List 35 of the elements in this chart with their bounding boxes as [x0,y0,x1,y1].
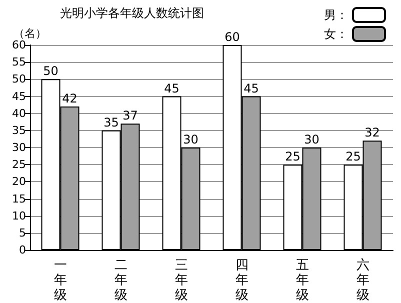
y-tick-label: 45 [12,90,26,103]
y-tick-label: 55 [12,56,26,69]
y-tick-label: 50 [12,72,26,86]
data-label: 25 [285,150,300,164]
x-tick-label: 一年级 [54,258,67,303]
y-tick-label: 30 [12,141,26,154]
data-label: 45 [244,81,259,96]
y-tick-label: 60 [12,38,26,52]
data-label: 42 [62,92,78,106]
y-axis-title: （名） [14,27,46,40]
x-tick-label: 二年级 [114,258,128,303]
data-label: 30 [304,132,320,146]
y-tick-label: 0 [19,244,26,256]
y-tick-label: 5 [19,226,26,240]
legend-label: 女： [324,27,348,41]
data-label: 45 [164,81,180,96]
legend-label: 男： [324,8,348,22]
y-tick-label: 25 [12,158,26,172]
x-tick-label: 三年级 [174,258,188,303]
y-tick-label: 10 [12,209,26,222]
y-tick-label: 40 [12,106,26,120]
x-tick-label: 六年级 [356,258,370,303]
data-label: 37 [122,108,138,123]
data-label: 50 [43,64,58,78]
y-tick-label: 35 [12,124,26,137]
data-label: 60 [224,30,240,44]
x-tick-label: 五年级 [296,258,309,303]
x-tick-label: 四年级 [235,258,248,303]
data-label: 35 [104,115,119,130]
data-label: 32 [364,126,380,140]
chart-title: 光明小学各年级人数统计图 [60,6,204,20]
data-label: 25 [346,150,361,164]
data-label: 30 [183,132,198,146]
y-tick-label: 20 [12,175,26,188]
y-tick-label: 15 [12,192,26,206]
